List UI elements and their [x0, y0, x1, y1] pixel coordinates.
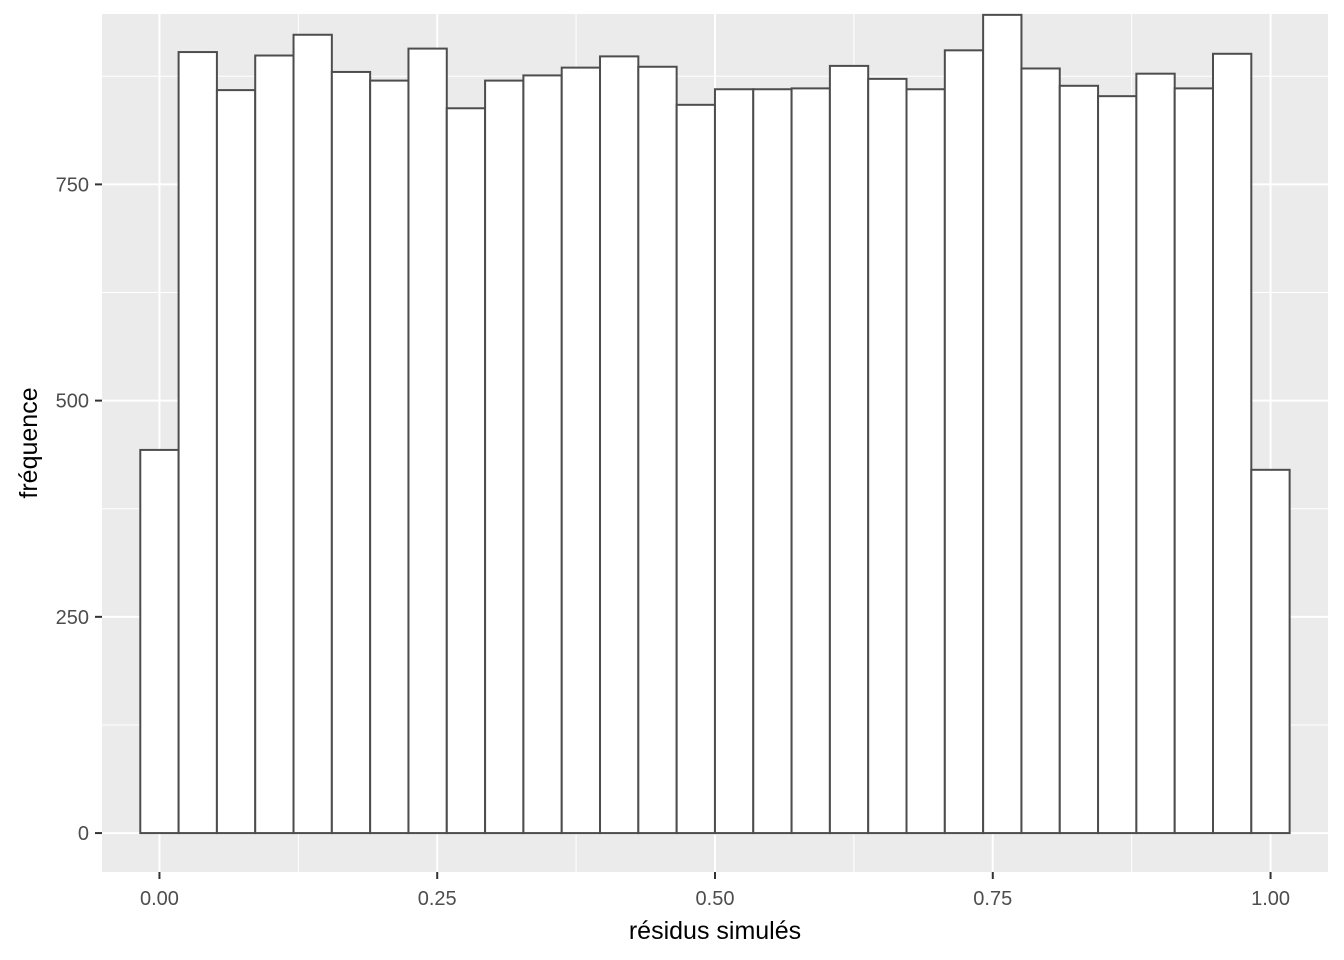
histogram-bar	[407, 47, 448, 835]
x-tick-label: 1.00	[1251, 888, 1290, 910]
histogram-bar	[369, 79, 410, 835]
histogram-bar	[1135, 72, 1176, 835]
x-axis: 0.00 0.25 0.50 0.75 1.00	[140, 872, 1290, 910]
histogram-bar	[1212, 52, 1253, 835]
histogram-bar	[445, 107, 487, 835]
histogram-bar	[713, 88, 755, 835]
y-tick-label: 500	[56, 391, 89, 413]
histogram-bar	[215, 89, 257, 835]
histogram-bar	[1058, 84, 1100, 835]
histogram-bar	[484, 79, 525, 835]
x-axis-title: résidus simulés	[629, 917, 801, 945]
histogram-bar	[599, 55, 640, 835]
histogram-bar	[637, 65, 678, 835]
y-tick-label: 0	[78, 823, 89, 845]
histogram-bar	[560, 66, 602, 835]
histogram-bar	[139, 448, 180, 835]
y-axis-title: fréquence	[15, 387, 43, 498]
x-tick-label: 0.25	[418, 888, 457, 910]
histogram-bar	[905, 88, 946, 835]
histogram-bar	[330, 70, 372, 835]
histogram-bar	[982, 13, 1023, 835]
y-tick-label: 250	[56, 607, 89, 629]
histogram-bar	[828, 64, 870, 835]
histogram-bar	[943, 49, 985, 835]
histogram-bar	[292, 33, 333, 835]
histogram-bar	[1020, 67, 1061, 835]
histogram-bar	[254, 54, 295, 835]
bars	[139, 13, 1291, 835]
x-tick-label: 0.00	[140, 888, 179, 910]
histogram-bar	[1097, 95, 1138, 835]
y-tick-label: 750	[56, 174, 89, 196]
histogram-bar	[1250, 468, 1291, 835]
y-axis: 0 250 500 750	[56, 174, 102, 845]
histogram-bar	[867, 77, 908, 835]
histogram-bar	[790, 87, 831, 835]
x-tick-label: 0.75	[973, 888, 1012, 910]
histogram-bar	[522, 74, 563, 835]
x-tick-label: 0.50	[696, 888, 735, 910]
histogram-bar	[1173, 87, 1214, 835]
histogram-bar	[177, 51, 218, 835]
histogram-bar	[752, 88, 793, 835]
histogram-bar	[675, 103, 716, 835]
